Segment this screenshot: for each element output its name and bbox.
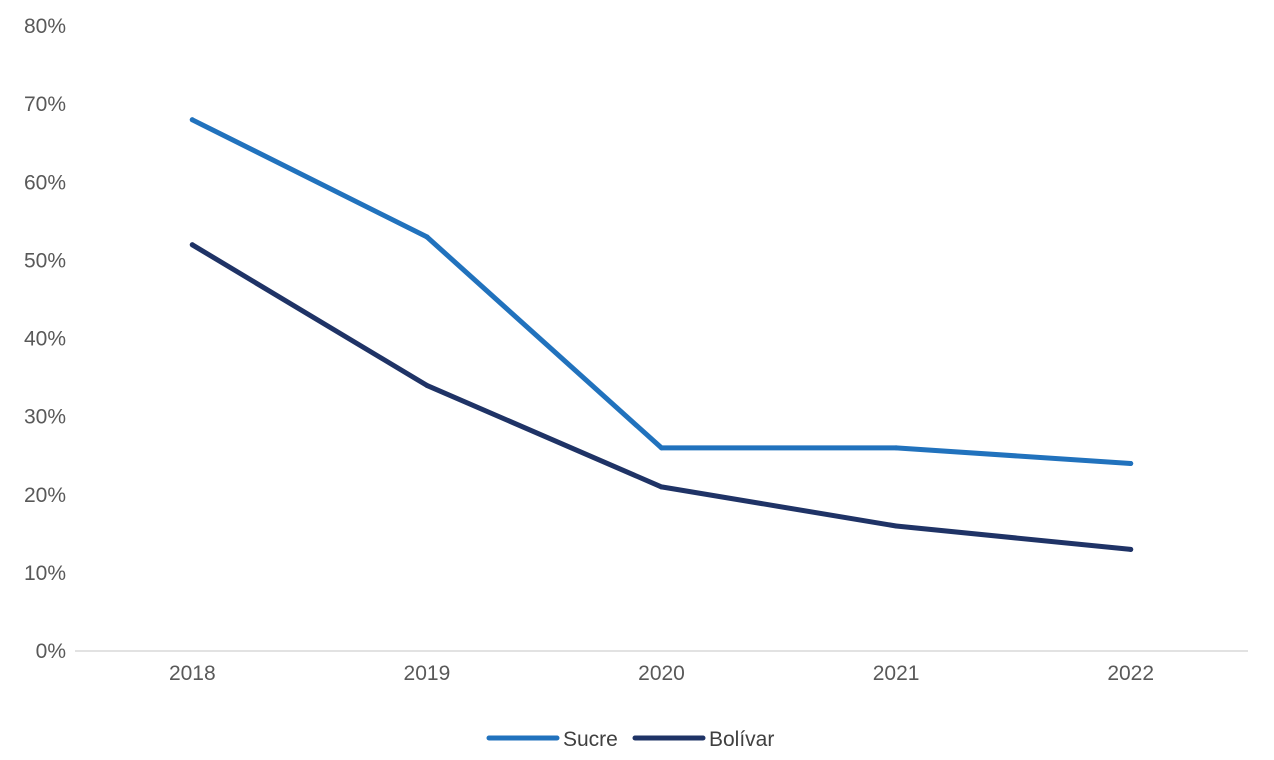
data-point	[893, 523, 899, 529]
x-tick-label: 2020	[638, 662, 685, 685]
legend-label: Bolívar	[709, 728, 774, 751]
y-tick-label: 40%	[24, 328, 66, 351]
data-point	[424, 382, 430, 388]
series-line-bolivar	[189, 242, 1134, 552]
legend: Sucre Bolívar	[486, 728, 774, 751]
y-tick-label: 80%	[24, 15, 66, 38]
y-tick-label: 0%	[36, 640, 66, 663]
data-point	[189, 242, 195, 248]
y-tick-label: 60%	[24, 171, 66, 194]
series-line-sucre	[189, 117, 1134, 466]
data-point	[1128, 546, 1134, 552]
x-tick-label: 2018	[169, 662, 216, 685]
data-point	[893, 445, 899, 451]
legend-label: Sucre	[563, 728, 618, 751]
y-axis: 0% 10% 20% 30% 40% 50% 60% 70% 80%	[24, 15, 66, 663]
x-tick-label: 2022	[1107, 662, 1154, 685]
y-tick-label: 10%	[24, 562, 66, 585]
x-tick-label: 2019	[404, 662, 451, 685]
y-tick-label: 70%	[24, 93, 66, 116]
y-tick-label: 20%	[24, 484, 66, 507]
x-axis: 2018 2019 2020 2021 2022	[169, 662, 1154, 685]
data-point	[659, 484, 664, 490]
y-tick-label: 30%	[24, 406, 66, 429]
y-tick-label: 50%	[24, 249, 66, 272]
data-point	[189, 117, 195, 123]
x-tick-label: 2021	[873, 662, 920, 685]
plot-area	[189, 117, 1134, 552]
data-point	[424, 234, 430, 240]
data-point	[659, 445, 664, 451]
data-point	[1128, 461, 1134, 466]
